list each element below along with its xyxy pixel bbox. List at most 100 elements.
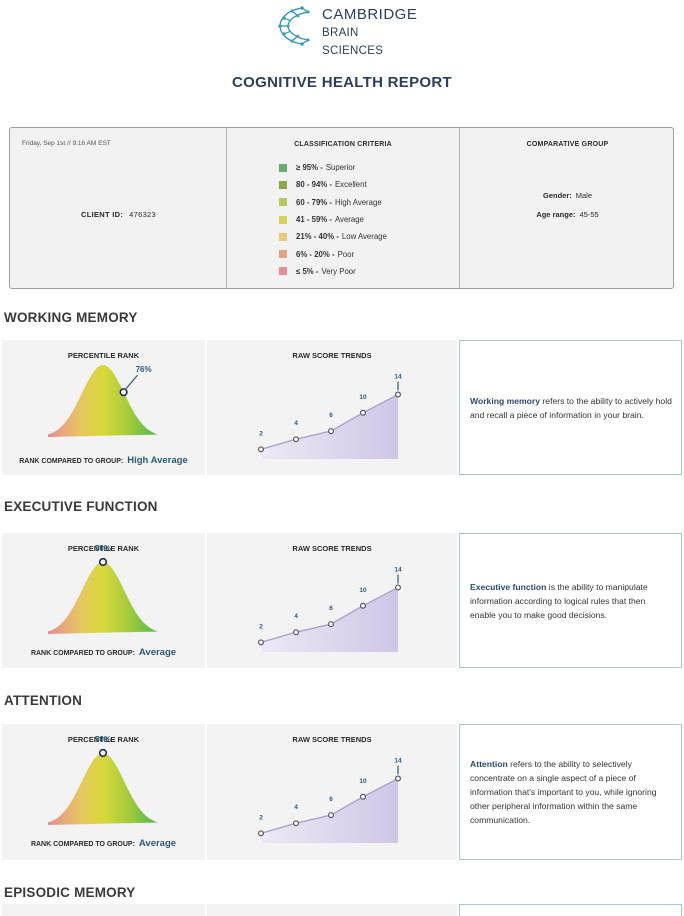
section-description: Executive function is the ability to man… [459, 533, 682, 668]
criteria-item: ≥ 95% - Superior [279, 159, 387, 176]
criteria-label: Very Poor [321, 266, 356, 276]
criteria-swatch [279, 250, 287, 259]
criteria-list: ≥ 95% - Superior 80 - 94% - Excellent 60 - 7… [279, 159, 387, 280]
trend-point [257, 830, 264, 837]
client-info-box: Friday, Sep 1st // 9:16 AM EST CLIENT ID… [9, 127, 674, 289]
raw-score-trend-chart: 2 4 6 10 14 [257, 567, 402, 652]
trend-point [327, 812, 334, 819]
rank-label: RANK COMPARED TO GROUP: [19, 458, 124, 465]
bell-curve-chart: 76% [48, 365, 158, 437]
comparative-group-column: COMPARATIVE GROUP Gender: Male Age range:… [460, 128, 675, 288]
bell-curve [48, 365, 158, 437]
trend-point [292, 629, 299, 636]
percentile-label: 76% [136, 365, 152, 374]
trend-point [327, 621, 334, 628]
trend-point [327, 428, 334, 435]
criteria-range: ≥ 95% - [296, 163, 323, 173]
bell-curve [48, 562, 158, 634]
description-term: Attention [470, 759, 508, 769]
trend-area [261, 394, 398, 459]
rank-compared-to-group: RANK COMPARED TO GROUP: Average [2, 838, 205, 849]
trend-value-label: 2 [259, 814, 263, 821]
trend-point [395, 775, 402, 782]
report-title: COGNITIVE HEALTH REPORT [232, 74, 452, 91]
client-column: Friday, Sep 1st // 9:16 AM EST CLIENT ID… [10, 128, 227, 288]
criteria-swatch [279, 180, 287, 189]
description-term: Executive function [470, 581, 547, 592]
percentile-rank-panel [2, 904, 205, 916]
percentile-marker [119, 388, 128, 397]
trend-value-label: 10 [359, 394, 367, 401]
raw-score-trends-title: RAW SCORE TRENDS [292, 735, 372, 744]
trend-point [257, 639, 264, 646]
brand-line1: CAMBRIDGE [322, 6, 418, 23]
criteria-swatch [279, 215, 287, 224]
trend-value-label: 4 [294, 613, 298, 620]
brain-helix-icon [278, 6, 310, 46]
brand-line2: BRAIN SCIENCES [322, 27, 384, 57]
section-description: Attention refers to the ability to selec… [459, 724, 682, 860]
section-title: ATTENTION [4, 693, 83, 708]
trend-value-label: 2 [259, 623, 263, 630]
trend-point [360, 793, 367, 800]
percentile-rank-title: PERCENTILE RANK [67, 544, 140, 553]
trend-value-label: 4 [294, 420, 298, 427]
trend-value-label: 14 [394, 567, 402, 574]
trend-point [395, 391, 402, 398]
raw-score-trends-panel: RAW SCORE TRENDS 2 4 6 10 14 [207, 533, 457, 668]
section-title: WORKING MEMORY [4, 310, 138, 325]
section-description: Working memory refers to the ability to … [459, 340, 682, 475]
criteria-item: ≤ 5% - Very Poor [279, 263, 387, 280]
criteria-range: 80 - 94% - [296, 180, 332, 190]
criteria-label: Excellent [334, 180, 367, 190]
report-date: Friday, Sep 1st // 9:16 AM EST [22, 140, 111, 147]
trend-area [261, 587, 398, 652]
criteria-item: 80 - 94% - Excellent [279, 176, 387, 193]
raw-score-trends-panel [207, 904, 457, 916]
criteria-item: 60 - 79% - High Average [279, 194, 387, 211]
classification-criteria-column: CLASSIFICATION CRITERIA ≥ 95% - Superior 8… [227, 128, 460, 288]
trend-value-label: 14 [394, 374, 402, 381]
trend-value-label: 10 [359, 778, 367, 785]
description-text: Working memory refers to the ability to … [470, 394, 673, 422]
criteria-item: 41 - 59% - Average [279, 211, 387, 228]
trend-value-label: 10 [359, 587, 367, 594]
criteria-label: Poor [337, 249, 355, 259]
trend-point [360, 602, 367, 609]
criteria-range: 21% - 40% - [296, 232, 339, 242]
rank-value: High Average [127, 455, 188, 466]
percentile-marker [98, 748, 108, 758]
trend-value-label: 2 [259, 430, 263, 437]
age-label: Age range: [536, 210, 576, 219]
percentile-label: 50% [95, 544, 111, 553]
criteria-range: ≤ 5% - [296, 266, 319, 276]
criteria-range: 6% - 20% - [296, 249, 335, 259]
criteria-title: CLASSIFICATION CRITERIA [294, 141, 392, 148]
trend-value-label: 6 [329, 605, 333, 612]
trend-value-label: 4 [294, 804, 298, 811]
raw-score-trend-chart: 2 4 6 10 14 [257, 758, 402, 843]
client-id-value: 476323 [129, 210, 156, 219]
criteria-range: 41 - 59% - [296, 215, 332, 225]
criteria-label: High Average [334, 197, 382, 207]
bell-curve-chart: 50% [48, 544, 158, 634]
rank-compared-to-group: RANK COMPARED TO GROUP: High Average [2, 455, 205, 466]
trend-value-label: 14 [394, 758, 402, 765]
raw-score-trends-panel: RAW SCORE TRENDS 2 4 6 10 14 [207, 340, 457, 475]
percentile-label: 50% [95, 735, 111, 744]
gender-line: Gender: Male [460, 191, 675, 200]
trend-point [292, 436, 299, 443]
rank-label: RANK COMPARED TO GROUP: [30, 841, 135, 848]
trend-point [257, 446, 264, 453]
section-title: EXECUTIVE FUNCTION [4, 499, 158, 514]
criteria-label: Average [334, 215, 364, 225]
trend-value-label: 6 [329, 796, 333, 803]
age-value: 45-55 [579, 210, 599, 219]
criteria-swatch [279, 198, 287, 207]
client-id-label: CLIENT ID: [81, 210, 124, 219]
bell-curve [48, 753, 158, 825]
brand-logo: CAMBRIDGE BRAIN SCIENCES [272, 2, 422, 57]
group-title: COMPARATIVE GROUP [526, 141, 609, 148]
percentile-rank-panel: PERCENTILE RANK 50% RANK COMPARED TO GROUP… [2, 724, 205, 860]
criteria-label: Superior [325, 163, 356, 173]
